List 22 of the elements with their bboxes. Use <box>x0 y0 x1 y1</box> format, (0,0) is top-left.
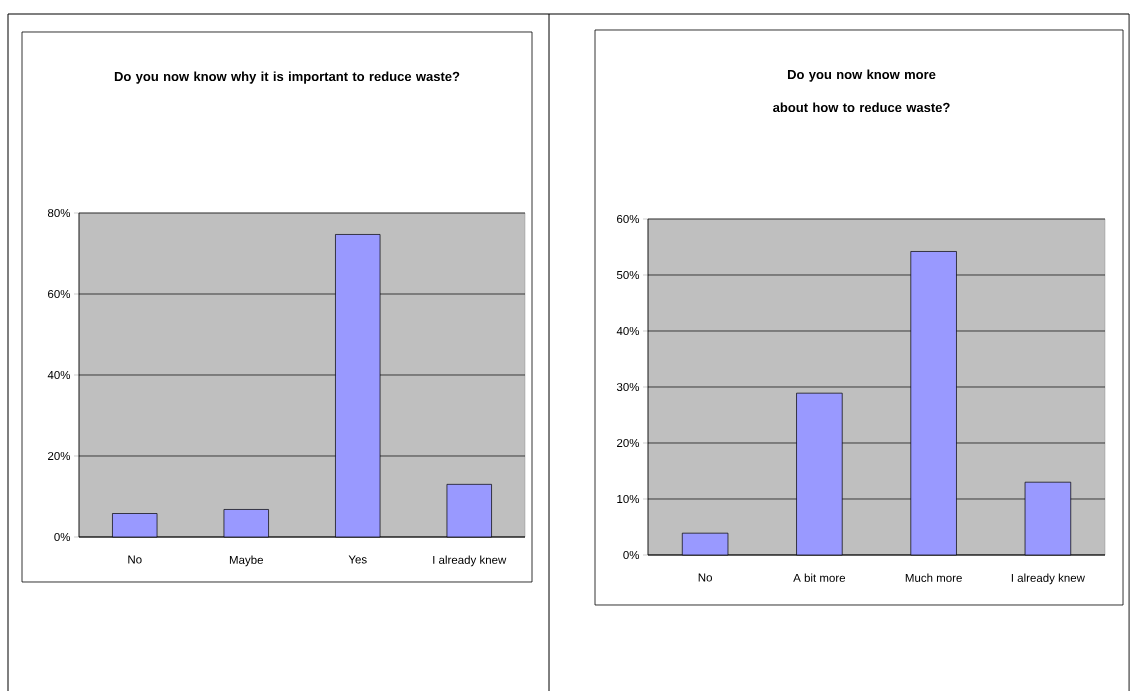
x-tick-label: Maybe <box>229 555 263 567</box>
y-tick-label: 50% <box>616 270 640 280</box>
y-tick-label: 10% <box>617 494 640 504</box>
x-tick-label: I already knew <box>433 555 507 567</box>
x-tick-label: A bit more <box>793 573 846 582</box>
chart-title: Do you now know more about how to reduce waste? <box>773 69 950 113</box>
x-tick-label: No <box>698 573 712 582</box>
x-tick-label: I already knew <box>1011 573 1085 585</box>
y-tick-label: 20% <box>617 438 640 448</box>
y-tick-label: 40% <box>616 326 640 336</box>
y-tick-label: 40% <box>47 370 71 380</box>
y-tick-label: 80% <box>47 208 71 218</box>
y-tick-label: 60% <box>617 214 640 224</box>
chart-title: Do you now know why it is important to reduce waste? <box>114 71 460 84</box>
y-tick-label: 30% <box>616 382 640 392</box>
x-tick-label: No <box>128 555 142 564</box>
x-tick-label: Much more <box>905 573 962 582</box>
y-tick-label: 0% <box>54 532 71 542</box>
x-tick-label: Yes <box>348 555 367 564</box>
y-tick-label: 0% <box>623 550 640 560</box>
y-tick-label: 20% <box>48 451 71 461</box>
y-tick-label: 60% <box>48 289 71 299</box>
